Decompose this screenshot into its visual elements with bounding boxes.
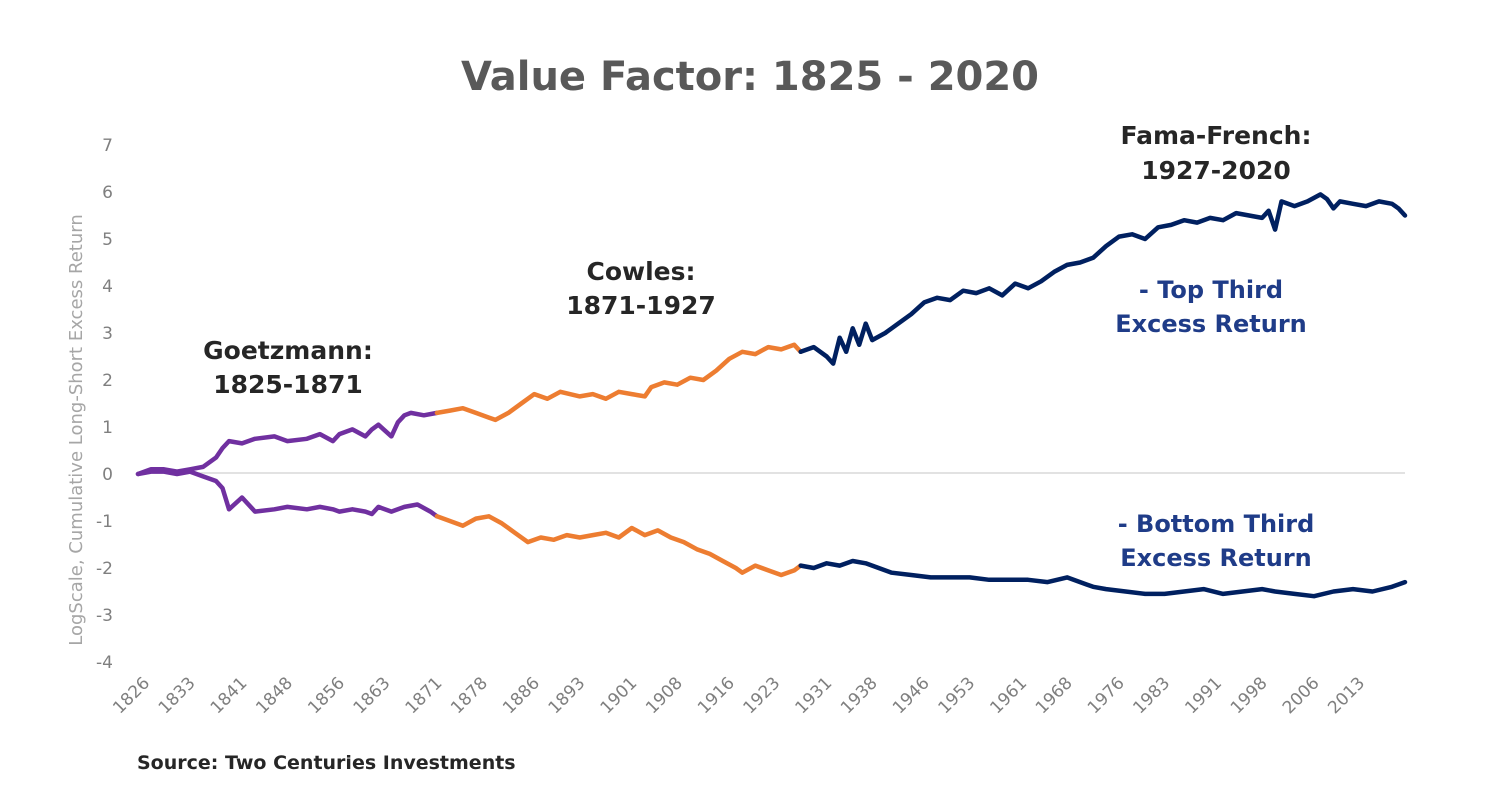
- y-tick-label: 7: [102, 136, 113, 156]
- x-tick-label: 1901: [597, 673, 642, 718]
- source-note: Source: Two Centuries Investments: [137, 752, 516, 774]
- x-tick-label: 1953: [934, 673, 979, 718]
- series-label-top-third-line1: - Top Third: [1139, 276, 1283, 304]
- x-tick-label: 1968: [1032, 673, 1077, 718]
- x-tick-label: 1923: [740, 673, 785, 718]
- x-tick-label: 1946: [889, 673, 934, 718]
- y-tick-label: 3: [102, 324, 113, 344]
- x-tick-label: 1991: [1181, 673, 1226, 718]
- x-tick-label: 1863: [350, 673, 395, 718]
- bottom-third-line-goetzmann: [135, 469, 440, 519]
- y-tick-label: -1: [96, 512, 113, 532]
- x-tick-label: 2013: [1324, 673, 1369, 718]
- era-label-cowles-name: Cowles:: [586, 257, 695, 286]
- series-label-top-third-line2: Excess Return: [1115, 310, 1307, 338]
- x-tick-label: 1976: [1084, 673, 1129, 718]
- y-tick-label: 1: [102, 418, 113, 438]
- top-third-line-goetzmann: [135, 410, 440, 477]
- top-third-line-fama-french: [798, 192, 1408, 366]
- era-label-goetzmann-name: Goetzmann:: [203, 336, 373, 365]
- top-third-line-cowles: [434, 342, 803, 423]
- series-lines: [135, 192, 1408, 599]
- y-tick-label: 4: [102, 277, 113, 297]
- x-tick-label: 1886: [499, 673, 544, 718]
- era-label-fama-french-name: Fama-French:: [1121, 121, 1312, 150]
- x-tick-label: 1908: [642, 673, 687, 718]
- y-tick-label: 0: [102, 465, 113, 485]
- x-tick-label: 1826: [109, 673, 154, 718]
- y-tick-label: 2: [102, 371, 113, 391]
- x-axis: 1826 1833 1841 1848 1856 1863 1871 1878 1886 1893…: [109, 673, 1369, 718]
- x-tick-label: 1916: [694, 673, 739, 718]
- x-tick-label: 1931: [792, 673, 837, 718]
- y-tick-label: 5: [102, 230, 113, 250]
- series-label-bottom-third-line2: Excess Return: [1120, 544, 1312, 572]
- bottom-third-line-fama-french: [798, 558, 1408, 599]
- x-tick-label: 1938: [837, 673, 882, 718]
- x-tick-label: 1983: [1129, 673, 1174, 718]
- bottom-third-line-cowles: [434, 514, 803, 578]
- y-tick-label: -3: [96, 606, 113, 626]
- era-label-cowles-years: 1871-1927: [566, 291, 716, 320]
- y-tick-label: -4: [96, 653, 113, 673]
- x-tick-label: 1871: [402, 673, 447, 718]
- y-axis-label: LogScale, Cumulative Long-Short Excess R…: [66, 214, 87, 645]
- x-tick-label: 1998: [1227, 673, 1272, 718]
- x-tick-label: 2006: [1279, 673, 1324, 718]
- y-tick-label: 6: [102, 183, 113, 203]
- chart-title: Value Factor: 1825 - 2020: [461, 54, 1039, 100]
- era-label-goetzmann-years: 1825-1871: [213, 370, 363, 399]
- x-tick-label: 1841: [207, 673, 252, 718]
- x-tick-label: 1833: [155, 673, 200, 718]
- y-tick-label: -2: [96, 559, 113, 579]
- x-tick-label: 1893: [545, 673, 590, 718]
- x-tick-label: 1878: [447, 673, 492, 718]
- y-axis: 7 6 5 4 3 2 1 0 -1 -2 -3 -4: [96, 136, 113, 673]
- x-tick-label: 1848: [252, 673, 297, 718]
- series-label-bottom-third-line1: - Bottom Third: [1118, 510, 1315, 538]
- era-label-fama-french-years: 1927-2020: [1141, 156, 1291, 185]
- x-tick-label: 1856: [304, 673, 349, 718]
- x-tick-label: 1961: [986, 673, 1031, 718]
